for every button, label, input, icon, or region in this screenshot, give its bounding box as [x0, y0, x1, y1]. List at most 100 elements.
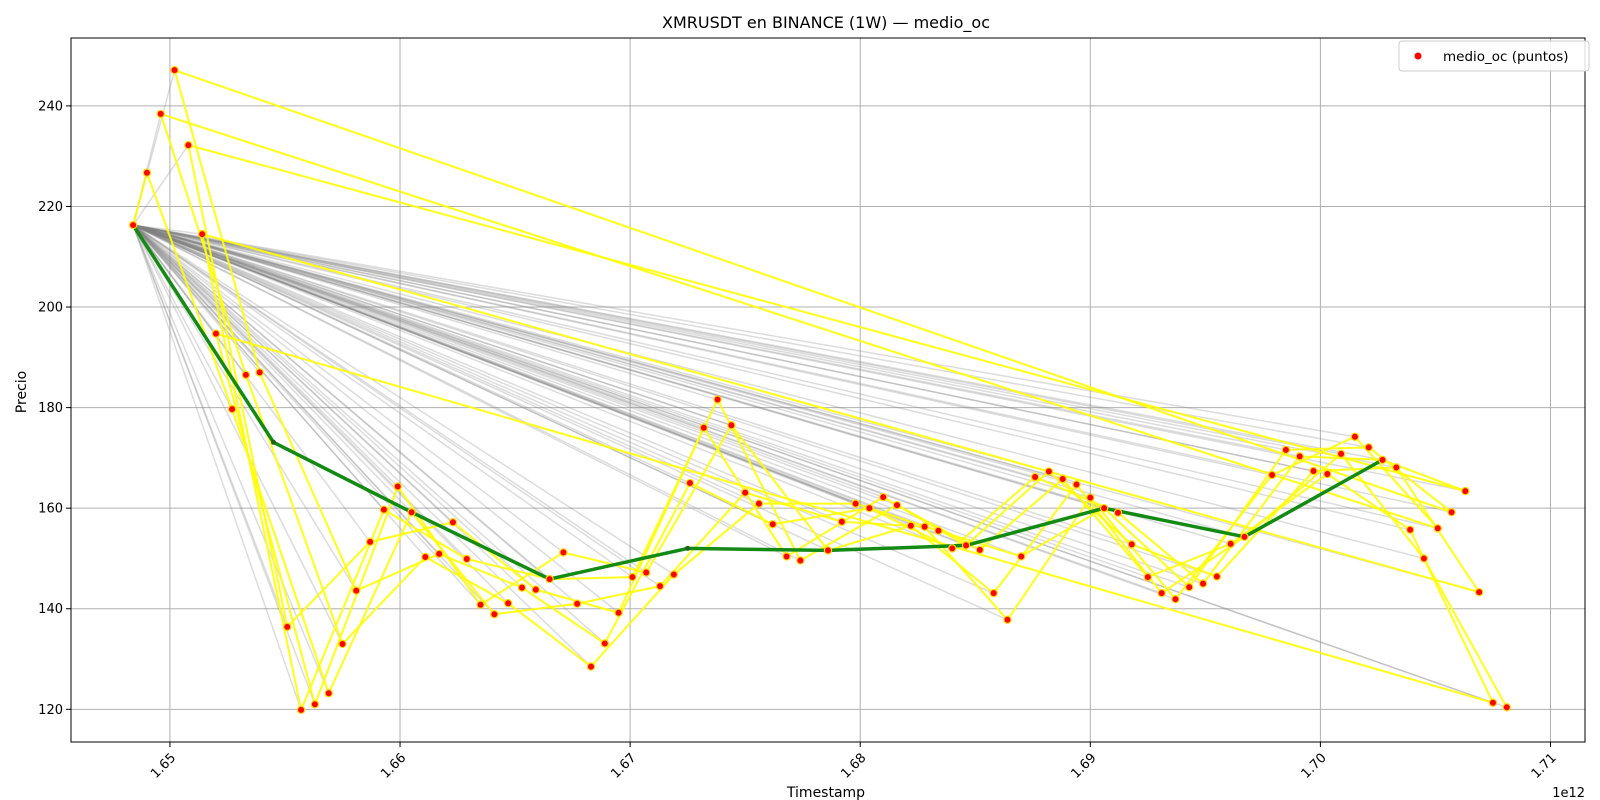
- data-point: [142, 168, 152, 177]
- fan-line: [132, 224, 1132, 546]
- path-segment: [563, 551, 647, 574]
- fan-line: [132, 224, 537, 591]
- fan-line: [132, 224, 760, 505]
- path-segment: [1354, 436, 1439, 529]
- fan-line: [132, 224, 967, 547]
- data-point: [586, 662, 596, 671]
- fan-line: [132, 224, 1300, 458]
- data-point: [961, 541, 971, 550]
- data-point: [948, 544, 957, 553]
- data-point: [255, 368, 264, 377]
- data-point: [1086, 493, 1095, 502]
- data-point: [156, 109, 165, 119]
- data-point: [782, 552, 791, 561]
- path-segment: [1202, 455, 1301, 585]
- fan-line: [132, 224, 495, 615]
- fan-line: [132, 224, 746, 494]
- x-axis-offset-label: 1e12: [1552, 786, 1585, 800]
- data-point: [1405, 525, 1415, 534]
- fan-line: [132, 224, 912, 527]
- data-point: [1364, 443, 1373, 452]
- data-point: [768, 520, 777, 529]
- fan-line: [132, 224, 1383, 461]
- y-axis-ticks: 120 140 160 180 200 220 240: [38, 99, 71, 718]
- path-segment: [910, 524, 995, 594]
- fan-line: [132, 224, 1063, 480]
- data-point: [211, 329, 221, 338]
- path-segment: [145, 172, 234, 410]
- fan-line: [132, 224, 884, 498]
- fan-line: [132, 224, 898, 506]
- path-segment: [1061, 478, 1149, 578]
- path-segment: [521, 586, 606, 645]
- data-point: [1474, 587, 1484, 597]
- data-point: [727, 421, 736, 430]
- data-point: [906, 521, 916, 530]
- fan-line: [132, 224, 1287, 451]
- path-segment: [772, 507, 870, 526]
- fan-line: [132, 224, 1273, 476]
- path-segment: [673, 502, 760, 576]
- fan-line: [132, 224, 1425, 560]
- path-segment: [327, 511, 413, 694]
- fan-line: [132, 224, 564, 554]
- fan-line: [132, 224, 261, 373]
- path-segment: [507, 602, 592, 668]
- data-point: [989, 588, 998, 598]
- path-segment: [174, 69, 1452, 514]
- path-segment: [965, 470, 1050, 547]
- fan-line: [132, 224, 1342, 455]
- fan-line: [132, 224, 344, 645]
- fan-line: [132, 224, 1494, 704]
- data-point: [1157, 588, 1166, 598]
- legend: medio_oc (puntos): [1398, 40, 1590, 72]
- data-point: [184, 140, 193, 150]
- data-point: [545, 574, 554, 584]
- fan-line: [132, 224, 732, 426]
- fan-line: [132, 224, 551, 580]
- y-tick-label: 240: [38, 99, 63, 114]
- path-segment: [396, 485, 482, 606]
- data-point: [754, 499, 764, 508]
- data-point: [1044, 467, 1054, 476]
- fan-line: [132, 224, 1397, 469]
- data-points: [128, 65, 1511, 715]
- fan-line: [132, 224, 1162, 594]
- path-segment: [173, 69, 261, 373]
- data-point: [448, 518, 458, 527]
- path-segment: [341, 556, 427, 645]
- path-segment: [258, 371, 358, 592]
- data-point: [600, 639, 610, 648]
- path-segment: [1243, 453, 1342, 538]
- fan-line: [132, 224, 592, 668]
- path-segment: [383, 508, 468, 560]
- fan-line: [132, 224, 691, 484]
- path-segment: [1147, 542, 1232, 578]
- x-axis-title: Timestamp: [786, 785, 865, 800]
- data-point: [310, 700, 320, 709]
- path-segment: [1271, 435, 1356, 476]
- path-segment: [992, 483, 1078, 594]
- path-segment: [132, 172, 148, 226]
- path-segment: [188, 144, 1466, 493]
- data-point: [1127, 540, 1136, 549]
- data-point: [296, 705, 306, 715]
- path-segment: [313, 486, 399, 705]
- fan-line: [132, 224, 454, 523]
- path-segment: [1131, 543, 1218, 578]
- data-point: [241, 370, 251, 380]
- fan-line: [132, 224, 647, 574]
- path-segment: [466, 557, 550, 581]
- y-tick-label: 200: [38, 301, 63, 316]
- data-point: [1143, 572, 1153, 582]
- fan-line: [132, 224, 1204, 585]
- fan-line: [132, 224, 1356, 438]
- fan-line: [132, 224, 1008, 621]
- y-axis-title: Precio: [14, 371, 30, 413]
- trend-polyline: [131, 224, 1384, 581]
- data-point: [379, 505, 389, 514]
- data-point: [1378, 455, 1387, 465]
- fan-line: [132, 224, 1369, 449]
- path-segment: [494, 602, 578, 616]
- data-point: [434, 549, 444, 559]
